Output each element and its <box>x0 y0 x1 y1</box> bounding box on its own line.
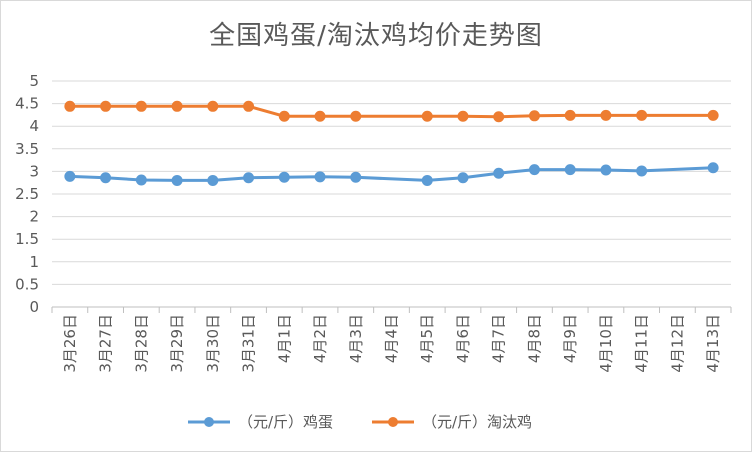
data-point <box>314 110 326 122</box>
data-point <box>421 110 433 122</box>
data-point <box>64 170 76 182</box>
y-tick-label: 5 <box>29 72 39 90</box>
legend-item: （元/斤）淘汰鸡 <box>372 413 532 431</box>
x-tick-label: 4月5日 <box>418 314 436 363</box>
data-point <box>207 174 219 186</box>
legend-item: （元/斤）鸡蛋 <box>188 413 333 431</box>
x-tick-label: 4月10日 <box>597 314 615 373</box>
y-tick-label: 2.5 <box>15 185 39 203</box>
data-point <box>100 172 112 184</box>
x-tick-label: 4月6日 <box>454 314 472 363</box>
x-tick-label: 3月27日 <box>97 314 115 373</box>
data-point <box>707 109 719 121</box>
data-point <box>457 110 469 122</box>
data-point <box>600 164 612 176</box>
y-tick-label: 1 <box>29 253 39 271</box>
data-point <box>135 100 147 112</box>
data-point <box>350 171 362 183</box>
data-point <box>64 100 76 112</box>
data-point <box>314 171 326 183</box>
y-tick-label: 0 <box>29 298 39 316</box>
x-tick-label: 4月2日 <box>311 314 329 363</box>
data-point <box>457 172 469 184</box>
x-tick-label: 3月30日 <box>204 314 222 373</box>
legend-swatch-marker <box>388 417 398 427</box>
data-point <box>278 110 290 122</box>
y-tick-label: 4.5 <box>15 95 39 113</box>
data-point <box>707 162 719 174</box>
data-point <box>528 110 540 122</box>
data-point <box>421 174 433 186</box>
data-point <box>636 165 648 177</box>
series-line <box>68 104 715 119</box>
series-1 <box>64 162 719 186</box>
x-tick-label: 3月29日 <box>168 314 186 373</box>
data-point <box>100 100 112 112</box>
y-tick-label: 1.5 <box>15 230 39 248</box>
x-tick-label: 4月3日 <box>347 314 365 363</box>
chart-title: 全国鸡蛋/淘汰鸡均价走势图 <box>209 21 543 51</box>
x-tick-label: 4月4日 <box>383 314 401 363</box>
data-point <box>636 109 648 121</box>
data-point <box>135 174 147 186</box>
x-tick-label: 3月26日 <box>61 314 79 373</box>
data-point <box>493 167 505 179</box>
y-tick-label: 3.5 <box>15 140 39 158</box>
x-tick-label: 4月13日 <box>704 314 722 373</box>
x-tick-label: 4月1日 <box>275 314 293 363</box>
x-tick-label: 4月7日 <box>490 314 508 363</box>
legend-label: （元/斤）淘汰鸡 <box>422 413 532 431</box>
y-tick-label: 2 <box>29 208 39 226</box>
data-point <box>171 100 183 112</box>
y-tick-label: 4 <box>29 117 39 135</box>
data-point <box>564 109 576 121</box>
x-tick-label: 4月11日 <box>633 314 651 373</box>
legend-label: （元/斤）鸡蛋 <box>238 413 333 431</box>
x-tick-label: 4月8日 <box>525 314 543 363</box>
y-tick-label: 3 <box>29 162 39 180</box>
x-tick-label: 4月12日 <box>668 314 686 373</box>
legend-swatch-marker <box>204 417 214 427</box>
series-2 <box>64 100 719 123</box>
gridlines <box>52 80 731 308</box>
x-tick-label: 3月28日 <box>132 314 150 373</box>
data-point <box>600 109 612 121</box>
y-tick-label: 0.5 <box>15 275 39 293</box>
x-tick-label: 3月31日 <box>240 314 258 373</box>
data-point <box>493 111 505 123</box>
data-point <box>350 110 362 122</box>
x-tick-label: 4月9日 <box>561 314 579 363</box>
series-line <box>68 166 715 182</box>
data-point <box>207 100 219 112</box>
data-point <box>564 164 576 176</box>
data-point <box>243 100 255 112</box>
data-point <box>528 164 540 176</box>
data-point <box>278 171 290 183</box>
data-point <box>171 174 183 186</box>
data-point <box>243 172 255 184</box>
